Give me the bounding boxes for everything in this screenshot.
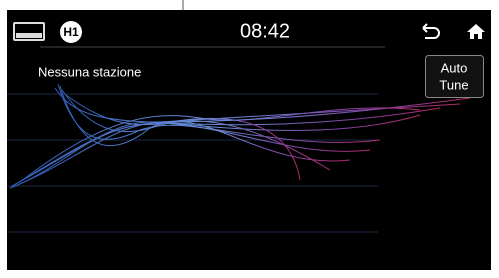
button-label: Auto	[441, 60, 468, 75]
icon-bar	[16, 33, 42, 38]
auto-tune-button[interactable]: Auto Tune	[426, 56, 484, 98]
badge: H1	[63, 25, 79, 39]
button-label: Tune	[439, 77, 468, 92]
page: H1 08:42 Nessuna stazione Auto Tune	[0, 0, 499, 278]
clock: 08:42	[240, 20, 290, 42]
radio-screen: H1 08:42 Nessuna stazione Auto Tune	[0, 0, 499, 278]
station-label: Nessuna stazione	[38, 64, 141, 79]
